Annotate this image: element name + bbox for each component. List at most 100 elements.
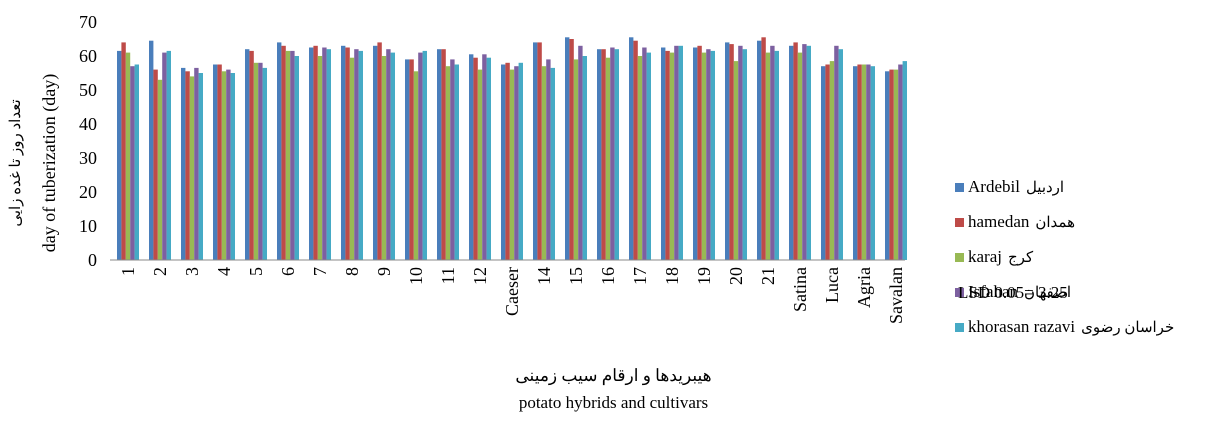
legend-label-english: Isfahan [968, 282, 1019, 301]
bar-isfahan-8 [354, 49, 359, 261]
bar-hamedan-4 [217, 64, 222, 260]
bar-hamedan-10 [409, 59, 414, 261]
bar-ardebil-20 [725, 42, 730, 261]
bar-isfahan-9 [386, 49, 391, 261]
bar-khorasan-razavi-12 [486, 57, 491, 261]
bar-khorasan-razavi-21 [774, 50, 779, 261]
bar-hamedan-9 [377, 42, 382, 261]
legend-label-persian: اصفهان [1024, 284, 1072, 301]
legend-item-isfahan: Isfahan اصفهان [955, 281, 1071, 303]
bar-khorasan-razavi-1 [134, 64, 139, 260]
bar-isfahan-17 [642, 47, 647, 260]
legend-item-ardebil: Ardebil اردبیل [955, 176, 1064, 198]
bar-hamedan-5 [249, 50, 254, 261]
bar-ardebil-5 [245, 49, 250, 261]
x-tick-label: 5 [246, 267, 266, 276]
x-tick-label: Agria [854, 267, 874, 308]
legend-swatch [955, 322, 964, 332]
legend-label-persian: خراسان رضوی [1081, 319, 1175, 336]
bar-khorasan-razavi-17 [646, 52, 651, 260]
x-tick-label: 17 [630, 267, 650, 285]
bar-karaj-15 [573, 59, 579, 261]
bar-karaj-luca [829, 61, 835, 260]
bar-khorasan-razavi-caeser [518, 62, 523, 260]
x-tick-label: 1 [118, 267, 138, 276]
bar-karaj-agria [861, 64, 867, 260]
x-tick-label: Satina [790, 267, 810, 312]
bar-karaj-7 [317, 56, 323, 260]
x-tick-label: 15 [566, 267, 586, 285]
bar-karaj-12 [477, 69, 483, 260]
bar-khorasan-razavi-luca [838, 49, 843, 261]
bar-karaj-17 [637, 56, 643, 260]
legend-item-khorasan-razavi: khorasan razavi خراسان رضوی [955, 316, 1174, 338]
bar-isfahan-19 [706, 49, 711, 261]
bar-karaj-savalan [893, 69, 899, 260]
bar-hamedan-17 [633, 40, 638, 261]
legend-item-hamedan: hamedan همدان [955, 211, 1075, 233]
bar-hamedan-6 [281, 45, 286, 260]
bar-ardebil-6 [277, 42, 282, 261]
legend-label-english: hamedan [968, 212, 1030, 231]
bar-ardebil-luca [821, 66, 826, 260]
y-axis-ticks: 0 10 20 30 40 50 60 70 [79, 12, 97, 270]
y-tick-label: 40 [79, 114, 97, 134]
bar-khorasan-razavi-16 [614, 49, 619, 261]
bar-isfahan-1 [130, 66, 135, 260]
bar-isfahan-7 [322, 47, 327, 260]
bar-isfahan-14 [546, 59, 551, 261]
bar-ardebil-14 [533, 42, 538, 261]
bar-ardebil-8 [341, 45, 346, 260]
x-tick-label: 10 [406, 267, 426, 285]
x-tick-label: 2 [150, 267, 170, 276]
bar-karaj-14 [541, 66, 547, 260]
bar-khorasan-razavi-4 [230, 73, 235, 260]
bar-hamedan-14 [537, 42, 542, 261]
bar-karaj-6 [285, 50, 291, 261]
bar-karaj-1 [125, 52, 131, 260]
bar-hamedan-agria [857, 64, 862, 260]
bar-ardebil-19 [693, 47, 698, 260]
bar-ardebil-savalan [885, 71, 890, 260]
x-tick-label: 20 [726, 267, 746, 285]
bar-khorasan-razavi-19 [710, 50, 715, 261]
x-tick-label: 7 [310, 267, 330, 276]
bar-khorasan-razavi-18 [678, 45, 683, 260]
bar-hamedan-12 [473, 57, 478, 261]
bar-isfahan-6 [290, 50, 295, 261]
bar-isfahan-16 [610, 47, 615, 260]
bar-khorasan-razavi-satina [806, 45, 811, 260]
bar-ardebil-1 [117, 50, 122, 261]
legend-label-english: Ardebil [968, 177, 1020, 196]
bar-karaj-10 [413, 71, 419, 260]
bar-karaj-caeser [509, 69, 515, 260]
bar-hamedan-2 [153, 69, 158, 260]
bar-isfahan-4 [226, 69, 231, 260]
x-tick-label: 21 [758, 267, 778, 285]
bar-khorasan-razavi-9 [390, 52, 395, 260]
bar-karaj-2 [157, 79, 163, 260]
x-axis-title-english: potato hybrids and cultivars [518, 393, 709, 412]
bar-hamedan-luca [825, 64, 830, 260]
legend-label-english: karaj [968, 247, 1002, 266]
x-tick-label: 19 [694, 267, 714, 285]
legend-swatch [955, 252, 964, 262]
bar-hamedan-20 [729, 44, 734, 260]
legend-swatch [955, 182, 964, 192]
bar-karaj-16 [605, 57, 611, 261]
bar-isfahan-21 [770, 45, 775, 260]
bar-karaj-11 [445, 66, 451, 260]
y-tick-label: 30 [79, 148, 97, 168]
bar-ardebil-12 [469, 54, 474, 260]
y-axis-title-group: تعداد روز تا غده زایی day of tuberizatio… [8, 74, 60, 252]
bar-ardebil-17 [629, 37, 634, 260]
y-axis-title-english: day of tuberization (day) [39, 74, 60, 252]
legend-item-karaj: karaj کرج [955, 246, 1033, 268]
bar-isfahan-18 [674, 45, 679, 260]
bar-khorasan-razavi-5 [262, 67, 267, 261]
bar-karaj-8 [349, 57, 355, 261]
bar-ardebil-3 [181, 67, 186, 261]
bar-series [117, 37, 907, 261]
bar-karaj-satina [797, 52, 803, 260]
bar-karaj-20 [733, 61, 739, 260]
